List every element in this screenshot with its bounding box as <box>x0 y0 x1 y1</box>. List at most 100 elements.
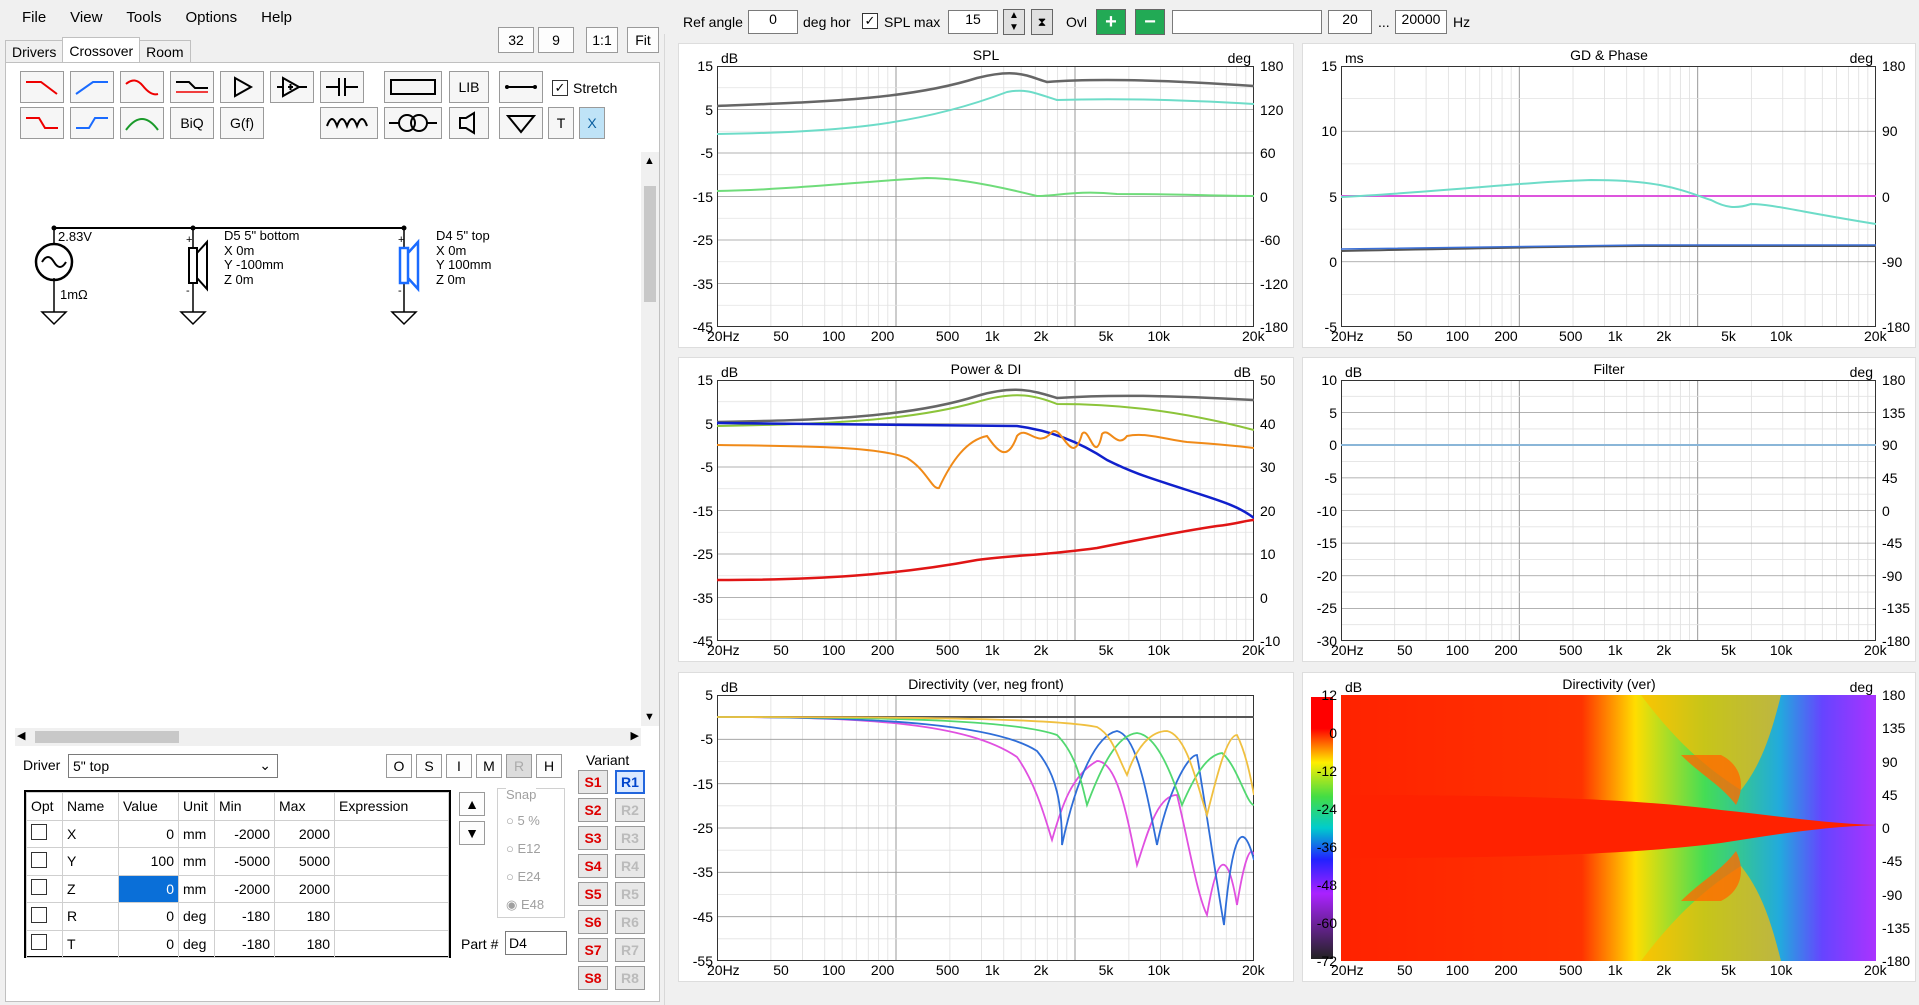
freq-low-input[interactable]: 20 <box>1328 10 1372 34</box>
ref-angle-input[interactable]: 0 <box>748 10 798 34</box>
variant-r4-button[interactable]: R4 <box>615 854 645 878</box>
overlay-input[interactable] <box>1172 10 1322 34</box>
tab-drivers[interactable]: Drivers <box>5 40 64 62</box>
driver-d4-label[interactable]: D4 5" top X 0m Y 100mm Z 0m <box>436 228 491 287</box>
param-max[interactable]: 180 <box>274 929 335 958</box>
mode-o-button[interactable]: O <box>386 754 412 778</box>
delete-button[interactable]: X <box>579 107 605 139</box>
opt-checkbox[interactable] <box>31 824 47 841</box>
transfer-function-button[interactable]: G(f) <box>220 107 264 139</box>
zoom-9-button[interactable]: 9 <box>538 27 574 53</box>
lowpass-1-button[interactable] <box>20 71 64 103</box>
param-value[interactable]: 0 <box>118 902 179 931</box>
schematic-vertical-scrollbar[interactable]: ▲ ▼ <box>641 152 659 726</box>
param-expression[interactable] <box>334 902 449 931</box>
text-button[interactable]: T <box>548 107 574 139</box>
spin-up-icon[interactable]: ▲ <box>1009 10 1019 21</box>
opt-checkbox[interactable] <box>31 906 47 923</box>
variant-s6-button[interactable]: S6 <box>578 910 608 934</box>
mode-r-button[interactable]: R <box>506 754 532 778</box>
param-min[interactable]: -180 <box>214 929 275 958</box>
spl-max-spinner[interactable]: ▲ ▼ <box>1003 9 1025 35</box>
mode-i-button[interactable]: I <box>446 754 472 778</box>
driver-d5-label[interactable]: D5 5" bottom X 0m Y -100mm Z 0m <box>224 228 299 287</box>
variant-r2-button[interactable]: R2 <box>615 798 645 822</box>
mode-m-button[interactable]: M <box>476 754 502 778</box>
resistor-button[interactable] <box>384 71 442 103</box>
lowpass-2-button[interactable] <box>120 71 164 103</box>
directivity-ver-plot[interactable]: Directivity (ver) dB deg 12 0 -12 -24 -36 -48… <box>1302 672 1916 982</box>
variant-r5-button[interactable]: R5 <box>615 882 645 906</box>
library-button[interactable]: LIB <box>449 71 489 103</box>
scroll-left-icon[interactable]: ◀ <box>17 730 26 742</box>
ground-button[interactable] <box>499 107 543 139</box>
driver-select[interactable]: 5" top ⌄ <box>68 754 278 778</box>
param-max[interactable]: 2000 <box>274 874 335 903</box>
tab-crossover[interactable]: Crossover <box>62 37 141 62</box>
param-min[interactable]: -2000 <box>214 874 275 903</box>
wire-button[interactable] <box>499 71 543 103</box>
snap-option-5pct[interactable]: ○ 5 % <box>506 813 540 828</box>
variant-s1-button[interactable]: S1 <box>578 770 608 794</box>
param-max[interactable]: 180 <box>274 902 335 931</box>
add-overlay-button[interactable]: + <box>1096 9 1126 35</box>
param-max[interactable]: 2000 <box>274 819 335 848</box>
param-value-selected[interactable]: 0 <box>118 874 179 903</box>
biquad-button[interactable]: BiQ <box>170 107 214 139</box>
amplifier-button[interactable] <box>270 71 314 103</box>
filter-plot[interactable]: Filter dB deg 10 5 0 -5 -10 -15 -20 -25 -30 180 1… <box>1302 357 1916 662</box>
scroll-right-icon[interactable]: ▶ <box>630 730 639 742</box>
highpass-1-button[interactable] <box>70 71 114 103</box>
tab-room[interactable]: Room <box>139 40 191 62</box>
vertical-scroll-thumb[interactable] <box>644 186 656 302</box>
variant-r1-button[interactable]: R1 <box>615 770 645 794</box>
param-min[interactable]: -180 <box>214 902 275 931</box>
menu-file[interactable]: File <box>22 8 47 26</box>
param-max[interactable]: 5000 <box>274 847 335 876</box>
variant-r6-button[interactable]: R6 <box>615 910 645 934</box>
scroll-down-icon[interactable]: ▼ <box>644 711 655 723</box>
variant-s5-button[interactable]: S5 <box>578 882 608 906</box>
variant-s3-button[interactable]: S3 <box>578 826 608 850</box>
schematic-horizontal-scrollbar[interactable]: ◀ ▶ <box>15 728 641 746</box>
variant-r7-button[interactable]: R7 <box>615 938 645 962</box>
variant-s8-button[interactable]: S8 <box>578 966 608 990</box>
schematic-canvas[interactable]: + - + - 2.83V 1mΩ D5 5" bottom X 0m Y -1… <box>15 152 641 726</box>
param-value[interactable]: 100 <box>118 847 179 876</box>
menu-view[interactable]: View <box>70 8 103 26</box>
spl-max-checkbox[interactable]: ✓ <box>862 13 878 29</box>
buffer-button[interactable] <box>220 71 264 103</box>
menu-options[interactable]: Options <box>185 8 238 26</box>
param-expression[interactable] <box>334 929 449 958</box>
param-min[interactable]: -2000 <box>214 819 275 848</box>
param-value[interactable]: 0 <box>118 819 179 848</box>
zoom-1to1-button[interactable]: 1:1 <box>586 27 618 53</box>
driver-button[interactable] <box>449 107 489 139</box>
capacitor-button[interactable] <box>320 71 364 103</box>
stretch-option[interactable]: ✓ Stretch <box>552 80 617 96</box>
opt-checkbox[interactable] <box>31 879 47 896</box>
variant-s2-button[interactable]: S2 <box>578 798 608 822</box>
zoom-fit-button[interactable]: Fit <box>627 27 659 53</box>
param-value[interactable]: 0 <box>118 929 179 958</box>
transformer-button[interactable] <box>384 107 442 139</box>
snap-option-e48[interactable]: ◉ E48 <box>506 897 545 912</box>
spin-down-icon[interactable]: ▼ <box>1009 22 1019 33</box>
gd-phase-plot[interactable]: GD & Phase ms deg 15 10 5 0 -5 180 90 0 -90 -180… <box>1302 43 1916 348</box>
move-up-button[interactable]: ▲ <box>459 792 485 816</box>
bandpass-button[interactable] <box>120 107 164 139</box>
remove-overlay-button[interactable]: − <box>1135 9 1165 35</box>
variant-r8-button[interactable]: R8 <box>615 966 645 990</box>
param-expression[interactable] <box>334 847 449 876</box>
highpass-2-button[interactable] <box>70 107 114 139</box>
param-expression[interactable] <box>334 819 449 848</box>
power-di-plot[interactable]: Power & DI dB dB 15 5 -5 -15 -25 -35 -45 50 40 3… <box>678 357 1294 662</box>
spl-max-input[interactable]: 15 <box>948 10 998 34</box>
stretch-checkbox[interactable]: ✓ <box>552 80 568 96</box>
spl-fit-button[interactable]: ⧗ <box>1031 9 1053 35</box>
spl-plot[interactable]: SPL dB deg 15 5 -5 -15 -25 -35 -45 180 120 60 0 -6… <box>678 43 1294 348</box>
horizontal-scroll-thumb[interactable] <box>35 731 179 743</box>
scroll-up-icon[interactable]: ▲ <box>644 155 655 167</box>
opt-checkbox[interactable] <box>31 851 47 868</box>
variant-s7-button[interactable]: S7 <box>578 938 608 962</box>
